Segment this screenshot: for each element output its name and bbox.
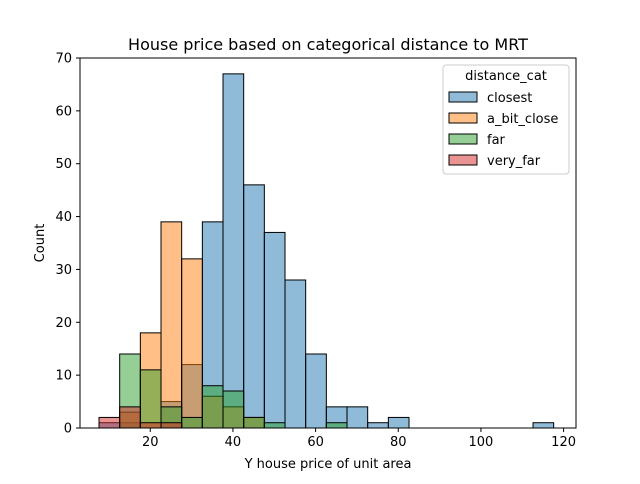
bar-closest-12	[346, 406, 369, 429]
bar-closest-21	[532, 422, 555, 429]
bar-far-7	[243, 416, 265, 429]
bar-a_bit_close-3	[160, 221, 183, 429]
bar-very_far-1	[119, 406, 141, 429]
bars-layer	[98, 73, 555, 429]
bar-closest-9	[284, 279, 307, 429]
bar-very_far-3	[160, 422, 183, 429]
y-axis-label: Count	[33, 224, 48, 263]
y-tick-label: 10	[55, 369, 72, 384]
bar-closest-13	[367, 422, 389, 429]
bar-closest-7	[243, 184, 265, 429]
legend-label-a_bit_close: a_bit_close	[487, 112, 558, 127]
x-tick-label: 40	[225, 435, 242, 450]
plot-frame	[79, 57, 577, 429]
y-tick-label: 60	[55, 104, 72, 119]
bar-far-4	[181, 416, 203, 429]
bar-a_bit_close-4	[181, 258, 203, 429]
bar-far-11	[325, 422, 348, 429]
y-tick-label: 0	[64, 422, 72, 437]
x-tick-label: 80	[390, 435, 407, 450]
legend-title: distance_cat	[465, 69, 547, 84]
y-tick-label: 30	[55, 263, 72, 278]
legend-swatch-a_bit_close	[448, 112, 478, 124]
x-tick-label: 120	[551, 435, 576, 450]
y-tick-label: 70	[55, 52, 72, 67]
bar-closest-8	[263, 231, 286, 429]
y-tick-label: 40	[55, 210, 72, 225]
legend-swatch-far	[448, 133, 478, 145]
x-tick-label: 100	[469, 435, 494, 450]
legend-label-far: far	[487, 133, 506, 148]
bar-closest-14	[387, 416, 410, 429]
legend-label-closest: closest	[487, 91, 532, 106]
bar-closest-10	[305, 353, 327, 429]
y-axis: 0 10 20 30 40 50 60 70	[55, 52, 80, 437]
y-tick-label: 50	[55, 157, 72, 172]
x-tick-label: 60	[307, 435, 324, 450]
x-tick-label: 20	[142, 435, 159, 450]
x-axis-label: Y house price of unit area	[244, 457, 412, 472]
x-axis: 20 40 60 80 100 120	[142, 428, 576, 450]
legend-label-very_far: very_far	[487, 154, 541, 169]
legend-swatch-closest	[448, 91, 478, 103]
bar-far-5	[201, 385, 224, 429]
bar-very_far-2	[139, 422, 162, 429]
chart-title: House price based on categorical distanc…	[128, 35, 528, 54]
legend-swatch-very_far	[448, 154, 478, 166]
series-closest	[98, 73, 555, 429]
bar-far-2	[139, 369, 162, 429]
y-tick-label: 20	[55, 316, 72, 331]
bar-very_far-0	[98, 416, 121, 429]
bar-far-8	[263, 422, 286, 429]
bar-far-6	[222, 390, 245, 429]
bar-closest-6	[222, 73, 245, 429]
